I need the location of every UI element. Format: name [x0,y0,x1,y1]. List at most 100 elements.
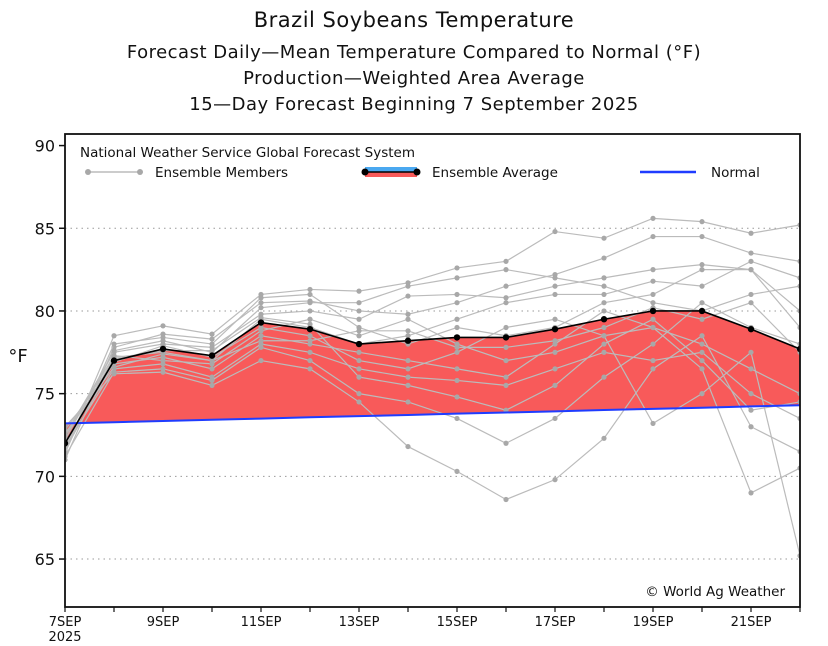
ensemble-member-point [748,300,754,306]
ensemble-member-point [258,357,264,364]
ensemble-member-point [699,366,705,372]
ensemble-member-point [503,344,509,350]
y-tick-label: 90 [35,137,55,156]
legend-average-symbol [361,167,421,177]
ensemble-member-point [601,324,607,331]
ensemble-member-point [552,338,558,344]
ensemble-member-point [552,415,558,422]
ensemble-member-point [748,424,754,430]
ensemble-member-point [699,233,705,240]
legend-members-symbol [85,169,143,175]
ensemble-member-point [699,349,705,355]
ensemble-average-line [65,310,800,444]
ensemble-member-point [454,265,460,271]
ensemble-member-point [650,233,656,240]
ensemble-member-point [111,348,117,354]
ensemble-member-point [650,324,656,331]
ensemble-member-line [65,334,800,501]
y-tick-label: 75 [35,385,55,404]
ensemble-member-point [552,275,558,281]
ensemble-member-point [307,366,313,372]
ensemble-average-point [502,334,510,341]
ensemble-member-line [65,310,800,431]
ensemble-member-point [258,295,264,301]
x-tick-label: 15SEP [437,615,478,630]
ensemble-member-point [503,382,509,388]
ensemble-member-line [65,269,800,441]
ensemble-member-point [552,228,558,235]
ensemble-member-point [552,316,558,322]
above-normal-fill [65,310,800,444]
ensemble-member-point [601,255,607,261]
ensemble-average-point [453,334,461,341]
x-tick-label: 7SEP [49,615,82,630]
ensemble-member-point [356,300,362,306]
ensemble-member-point [209,341,215,347]
ensemble-member-point [748,250,754,256]
ensemble-average-point [600,316,608,323]
ensemble-member-point [503,374,509,380]
ensemble-member-point [405,316,411,322]
ensemble-member-point [650,278,656,284]
ensemble-member-line [65,301,800,457]
ensemble-member-point [405,333,411,339]
plot-content [65,215,800,559]
ensemble-member-point [307,357,313,364]
ensemble-member-point [111,341,117,347]
ensemble-member-point [552,349,558,355]
ensemble-member-point [503,295,509,301]
ensemble-member-point [503,357,509,364]
chart-title: Brazil Soybeans Temperature [253,8,575,32]
legend-members-label: Ensemble Members [155,165,288,181]
legend-normal-label: Normal [711,165,760,181]
ensemble-member-point [307,286,313,293]
ensemble-member-point [552,283,558,289]
plot-area: 65 70 75 80 85 90 7SEP 9SEP 11SEP 13SEP 15SEP 17SEP… [35,133,801,630]
ensemble-member-point [209,357,215,364]
ensemble-member-point [699,391,705,397]
chart-subtitle-1: Forecast Daily—Mean Temperature Compared… [126,42,702,63]
ensemble-member-point [307,291,313,298]
ensemble-member-point [601,374,607,380]
ensemble-member-point [699,267,705,273]
ensemble-member-point [503,267,509,273]
ensemble-member-point [160,369,166,375]
ensemble-member-point [748,291,754,298]
ensemble-member-point [258,328,264,334]
ensemble-member-point [111,371,117,377]
ensemble-average-point [747,325,755,333]
ensemble-member-point [699,300,705,306]
ensemble-member-point [356,374,362,380]
ensemble-member-point [405,293,411,299]
ensemble-member-point [503,496,509,503]
ensemble-member-point [356,333,362,339]
ensemble-member-point [405,311,411,317]
ensemble-member-point [111,333,117,339]
copyright-text: © World Ag Weather [645,584,785,600]
ensemble-member-point [258,300,264,306]
ensemble-member-point [552,382,558,388]
ensemble-member-point [503,300,509,306]
ensemble-member-point [209,377,215,384]
ensemble-member-point [454,394,460,400]
ensemble-member-point [454,300,460,306]
ensemble-member-point [503,258,509,264]
x-tick-label: 11SEP [241,615,282,630]
ensemble-member-line [65,235,800,461]
ensemble-member-point [601,349,607,355]
y-tick-label: 70 [35,467,55,486]
ensemble-member-point [356,357,362,364]
ensemble-member-point [601,308,607,314]
ensemble-average-point [159,345,167,353]
plot-frame [64,133,801,608]
ensemble-member-point [307,300,313,306]
ensemble-member-point [454,377,460,384]
ensemble-member-point [601,333,607,339]
ensemble-member-point [650,215,656,221]
ensemble-member-point [356,288,362,294]
ensemble-member-point [454,344,460,350]
ensemble-member-point [552,366,558,372]
ensemble-member-line [65,264,800,436]
ensemble-member-point [307,321,313,327]
